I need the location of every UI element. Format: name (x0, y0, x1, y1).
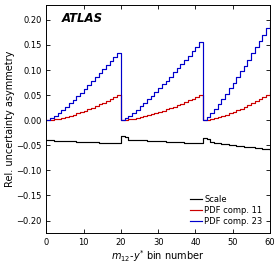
Scale (186, 141, 190, 144)
PDF comp. 23 (272, 13, 275, 16)
PDF comp. 11 (90, 106, 93, 109)
Line: PDF comp. 23: PDF comp. 23 (46, 15, 274, 120)
PDF comp. 11 (104, 99, 108, 102)
Scale (45, 139, 48, 142)
Scale (63, 139, 67, 143)
Y-axis label: Rel. uncertainty asymmetry: Rel. uncertainty asymmetry (5, 51, 15, 187)
PDF comp. 11 (242, 105, 246, 109)
PDF comp. 11 (45, 119, 48, 122)
PDF comp. 23 (268, 20, 272, 23)
PDF comp. 23 (90, 80, 93, 83)
PDF comp. 11 (183, 100, 186, 104)
PDF comp. 11 (63, 115, 67, 118)
Legend: Scale, PDF comp. 11, PDF comp. 23: Scale, PDF comp. 11, PDF comp. 23 (189, 194, 263, 227)
Scale (272, 149, 275, 152)
PDF comp. 23 (45, 119, 48, 122)
Scale (104, 141, 108, 144)
Scale (119, 135, 123, 138)
PDF comp. 23 (242, 64, 246, 67)
Line: PDF comp. 11: PDF comp. 11 (46, 90, 274, 120)
Line: Scale: Scale (46, 136, 274, 150)
PDF comp. 11 (268, 91, 272, 94)
PDF comp. 23 (104, 63, 108, 67)
Scale (90, 141, 93, 144)
Scale (246, 145, 249, 148)
X-axis label: $m_{12}$-$y^{*}$ bin number: $m_{12}$-$y^{*}$ bin number (111, 248, 205, 264)
Text: ATLAS: ATLAS (62, 12, 103, 25)
PDF comp. 23 (183, 58, 186, 62)
PDF comp. 11 (272, 89, 275, 92)
PDF comp. 23 (63, 105, 67, 108)
Scale (160, 140, 164, 143)
